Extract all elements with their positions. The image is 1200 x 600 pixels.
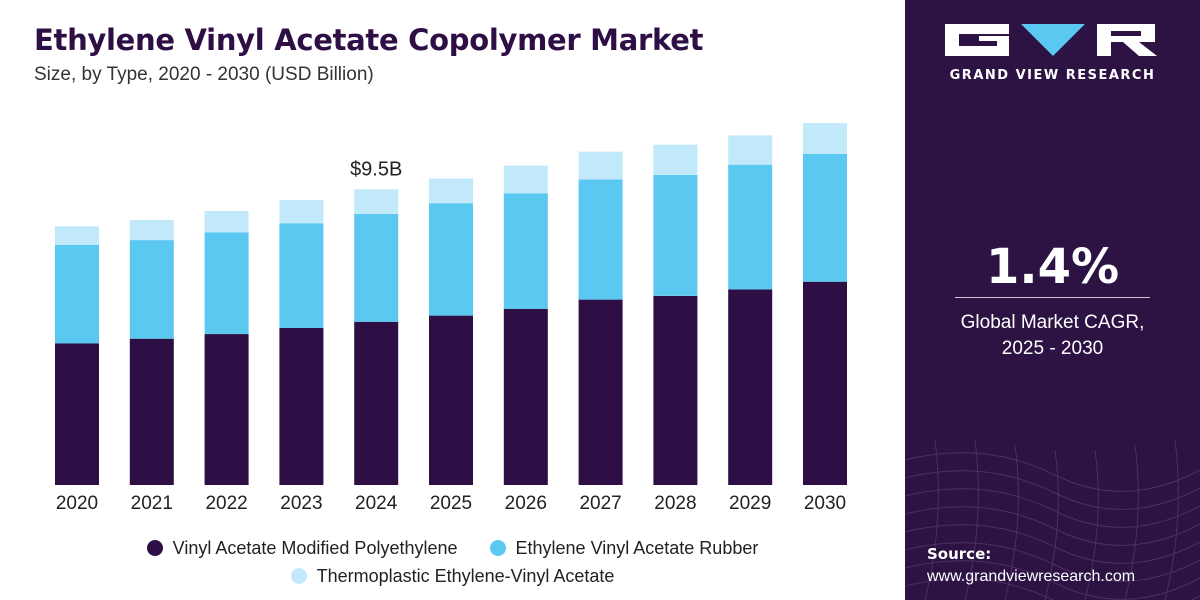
legend-label: Thermoplastic Ethylene-Vinyl Acetate — [316, 565, 615, 586]
legend-row: Thermoplastic Ethylene-Vinyl Acetate — [0, 563, 905, 589]
x-tick-label-2024: 2024 — [355, 493, 398, 514]
chart-title: Ethylene Vinyl Acetate Copolymer Market — [34, 23, 704, 57]
sidebar-panel: GRAND VIEW RESEARCH 1.4% Global Market C… — [905, 0, 1200, 600]
bar-segment-2022-series-2 — [204, 210, 249, 233]
bar-segment-2026-series-0 — [503, 308, 548, 485]
bar-segment-2024-series-2 — [354, 189, 399, 214]
bar-segment-2021-series-2 — [129, 220, 174, 241]
legend-label: Vinyl Acetate Modified Polyethylene — [172, 537, 458, 558]
bar-segment-2023-series-0 — [279, 327, 324, 485]
bar-segment-2029-series-2 — [728, 135, 773, 165]
bar-segment-2028-series-2 — [653, 144, 698, 175]
source-label: Source: — [927, 545, 992, 563]
bar-segment-2027-series-0 — [578, 299, 623, 485]
legend-swatch-icon — [290, 568, 307, 584]
bar-segment-2022-series-0 — [204, 334, 249, 485]
bar-segment-2020-series-2 — [55, 226, 99, 245]
x-tick-label-2026: 2026 — [505, 493, 547, 514]
chart-legend: Vinyl Acetate Modified Polyethylene Ethy… — [0, 535, 905, 591]
bar-segment-2021-series-0 — [129, 338, 174, 485]
bar-segment-2025-series-2 — [429, 178, 473, 204]
cagr-label: Global Market CAGR, 2025 - 2030 — [905, 310, 1200, 362]
x-tick-label-2022: 2022 — [205, 493, 247, 514]
bar-segment-2024-series-1 — [354, 214, 399, 322]
bar-segment-2024-series-0 — [354, 321, 399, 485]
x-tick-label-2025: 2025 — [430, 493, 472, 514]
legend-item-thermoplastic-eva: Thermoplastic Ethylene-Vinyl Acetate — [290, 565, 615, 587]
x-tick-label-2021: 2021 — [131, 493, 173, 514]
x-tick-label-2020: 2020 — [56, 493, 98, 514]
bar-segment-2026-series-2 — [503, 165, 548, 194]
cagr-divider — [955, 297, 1150, 298]
legend-item-ethylene-vinyl-acetate-rubber: Ethylene Vinyl Acetate Rubber — [489, 537, 759, 559]
x-tick-label-2029: 2029 — [729, 493, 771, 514]
bar-segment-2030-series-2 — [803, 123, 847, 154]
bar-segment-2028-series-1 — [653, 174, 698, 296]
gvr-logo-icon — [945, 24, 1157, 56]
x-tick-label-2027: 2027 — [579, 493, 621, 514]
bar-segment-2023-series-2 — [279, 200, 324, 224]
legend-item-vinyl-acetate-modified-polyethylene: Vinyl Acetate Modified Polyethylene — [146, 537, 458, 559]
data-label-2024: $9.5B — [350, 158, 402, 180]
cagr-label-line1: Global Market CAGR, — [960, 312, 1145, 333]
bar-segment-2023-series-1 — [279, 223, 324, 328]
x-tick-label-2028: 2028 — [654, 493, 696, 514]
bar-segment-2020-series-1 — [55, 244, 99, 344]
bar-segment-2025-series-0 — [429, 315, 473, 485]
wave-mesh-graphic — [905, 439, 1200, 600]
cagr-label-line2: 2025 - 2030 — [1001, 338, 1104, 359]
x-tick-label-2030: 2030 — [804, 493, 846, 514]
bar-segment-2027-series-2 — [578, 151, 623, 180]
bar-segment-2020-series-0 — [55, 343, 99, 485]
bar-segment-2030-series-1 — [803, 153, 847, 282]
stacked-bar-chart: 2020 2021 2022 2023 2024 2025 2026 2027 2028 2029… — [55, 123, 847, 514]
bar-segment-2029-series-0 — [728, 289, 773, 485]
cagr-value: 1.4% — [985, 239, 1120, 295]
bar-segment-2028-series-0 — [653, 295, 698, 485]
source-url[interactable]: www.grandviewresearch.com — [927, 568, 1136, 585]
legend-swatch-icon — [489, 540, 506, 556]
legend-label: Ethylene Vinyl Acetate Rubber — [515, 537, 759, 558]
x-tick-label-2023: 2023 — [280, 493, 322, 514]
chart-panel: Ethylene Vinyl Acetate Copolymer Market … — [0, 23, 905, 591]
bar-segment-2025-series-1 — [429, 203, 473, 316]
legend-swatch-icon — [146, 540, 163, 556]
legend-row: Vinyl Acetate Modified Polyethylene Ethy… — [0, 535, 905, 561]
bar-segment-2026-series-1 — [503, 193, 548, 309]
chart-subtitle: Size, by Type, 2020 - 2030 (USD Billion) — [34, 64, 374, 85]
bar-segment-2027-series-1 — [578, 179, 623, 300]
bar-segment-2022-series-1 — [204, 232, 249, 334]
brand-name: GRAND VIEW RESEARCH — [949, 68, 1156, 83]
bar-segment-2030-series-0 — [803, 281, 847, 485]
bar-segment-2021-series-1 — [129, 240, 174, 339]
bar-segment-2029-series-1 — [728, 164, 773, 290]
